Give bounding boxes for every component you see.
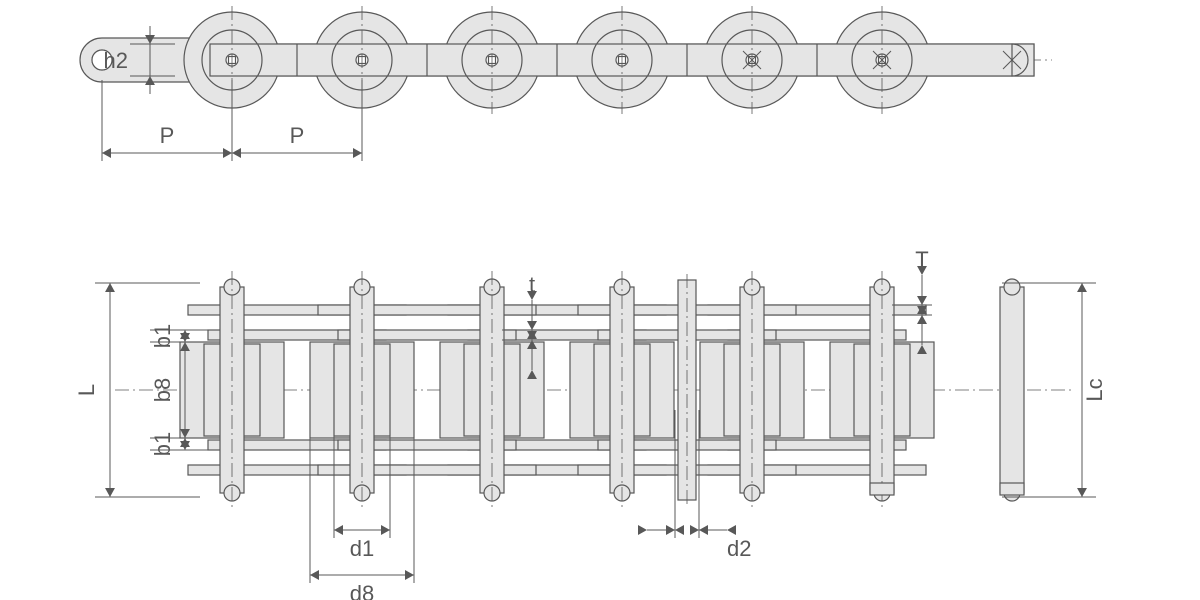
label-h2: h2 bbox=[104, 48, 128, 73]
label-Lc: Lc bbox=[1082, 378, 1107, 401]
label-P-1: P bbox=[160, 123, 175, 148]
side-view: h2 P P bbox=[80, 6, 1052, 161]
label-d8: d8 bbox=[350, 581, 374, 600]
label-d1: d1 bbox=[350, 536, 374, 561]
label-L: L bbox=[74, 384, 99, 396]
plan-view: LLcb1b8b1tTd1d2d8 bbox=[74, 247, 1107, 600]
label-b1-lower: b1 bbox=[150, 432, 175, 456]
label-b8: b8 bbox=[150, 378, 175, 402]
label-b1-upper: b1 bbox=[150, 324, 175, 348]
label-P-2: P bbox=[290, 123, 305, 148]
label-d2: d2 bbox=[727, 536, 751, 561]
chain-technical-drawing: h2PPLLcb1b8b1tTd1d2d8 bbox=[0, 0, 1200, 600]
